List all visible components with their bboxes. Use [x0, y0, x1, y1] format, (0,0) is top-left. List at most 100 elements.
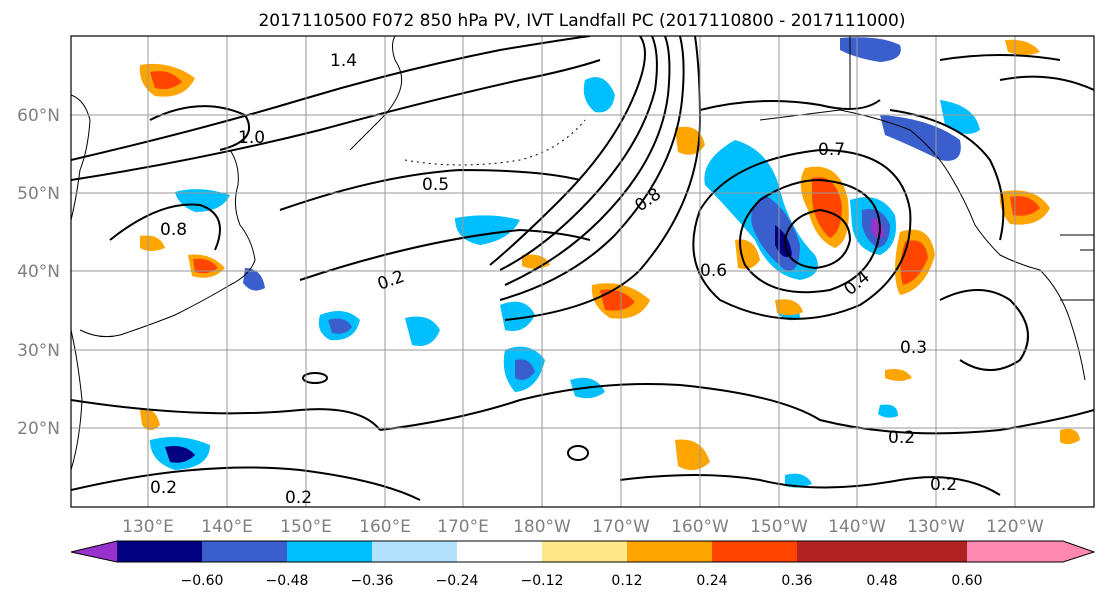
longitude-labels: 130°E 140°E 150°E 160°E 170°E 180°W 170°… — [122, 517, 1044, 537]
colorbar-segment — [627, 541, 712, 562]
contour-label: 0.3 — [900, 338, 927, 358]
contour-line — [739, 178, 882, 294]
lon-label: 120°W — [986, 517, 1044, 537]
lon-label: 130°E — [122, 517, 174, 537]
pv-negative-region — [840, 37, 901, 62]
contour-label: 0.7 — [818, 140, 845, 160]
lon-label: 150°W — [750, 517, 808, 537]
colorbar-tick-labels: −0.60 −0.48 −0.36 −0.24 −0.12 0.12 0.24 … — [181, 573, 983, 589]
colorbar-segment — [797, 541, 882, 562]
pv-negative-core — [165, 446, 195, 463]
lon-label: 140°W — [828, 517, 886, 537]
contour-line — [619, 474, 1001, 496]
contour-line — [504, 36, 702, 321]
pv-positive-region — [775, 299, 803, 316]
contour-label: 0.8 — [160, 220, 187, 240]
pv-negative-region — [243, 268, 265, 291]
lat-label: 40°N — [17, 262, 60, 282]
colorbar-segment — [882, 541, 967, 562]
colorbar: −0.60 −0.48 −0.36 −0.24 −0.12 0.12 0.24 … — [70, 540, 1096, 589]
pv-positive-region — [1060, 428, 1080, 445]
pv-negative-region — [405, 316, 440, 346]
contour-line — [71, 466, 421, 501]
contour-line — [71, 36, 591, 161]
pv-negative-region — [785, 473, 812, 488]
pv-positive-core — [150, 71, 182, 90]
pv-positive-core — [812, 177, 842, 238]
contour-line — [783, 208, 852, 270]
colorbar-tick: −0.48 — [266, 573, 309, 589]
colorbar-tick: −0.36 — [351, 573, 394, 589]
lon-label: 180°W — [513, 517, 571, 537]
colorbar-tick: 0.24 — [696, 573, 727, 589]
pv-positive-core — [193, 258, 218, 274]
colorbar-tick: 0.48 — [866, 573, 897, 589]
colorbar-outline — [70, 540, 1096, 563]
lon-label: 150°E — [280, 517, 332, 537]
contour-line — [939, 54, 1061, 61]
contour-label: 0.2 — [285, 488, 312, 508]
pv-positive-core — [1010, 196, 1040, 216]
pv-positive-region — [140, 409, 160, 430]
pv-negative-region — [500, 301, 535, 331]
lon-label: 160°W — [671, 517, 729, 537]
contour-label: 0.6 — [700, 261, 727, 281]
contour-line — [302, 372, 328, 384]
coastline-asia — [71, 94, 91, 221]
colorbar-extend-high — [1063, 541, 1094, 562]
colorbar-tick: 0.12 — [611, 573, 642, 589]
contour-line — [109, 203, 221, 251]
lon-label: 140°E — [201, 517, 253, 537]
contour-line — [299, 228, 591, 281]
latitude-labels: 60°N 50°N 40°N 30°N 20°N — [17, 106, 60, 439]
contour-line — [999, 75, 1094, 91]
pv-negative-core — [515, 359, 535, 380]
coastline-north-america — [759, 109, 1086, 381]
contour-line — [504, 36, 671, 286]
contour-line — [499, 36, 658, 271]
coastline-aleutians — [404, 119, 586, 166]
colorbar-segment — [287, 541, 372, 562]
colorbar-tick: −0.24 — [436, 573, 479, 589]
coastline-japan — [79, 149, 256, 338]
pv-positive-region — [885, 369, 912, 381]
map-frame — [70, 35, 1095, 508]
colorbar-segment — [117, 541, 202, 562]
contour-line — [71, 399, 381, 431]
pv-negative-region — [878, 404, 898, 418]
contour-line — [699, 99, 881, 111]
contour-line — [692, 148, 912, 320]
pv-negative-core — [871, 218, 884, 238]
pv-positive-core — [600, 289, 635, 311]
contour-label: 0.2 — [150, 478, 177, 498]
map-title: 2017110500 F072 850 hPa PV, IVT Landfall… — [258, 11, 905, 31]
contour-line — [567, 445, 589, 461]
contour-label: 1.0 — [238, 128, 265, 148]
border-lines — [1060, 234, 1094, 301]
coastline-kamchatka — [349, 36, 403, 151]
colorbar-segment — [202, 541, 287, 562]
contour-line — [379, 383, 1094, 435]
pv-negative-region — [583, 77, 615, 113]
pv-negative-region — [940, 100, 980, 134]
colorbar-segment — [967, 541, 1063, 562]
lat-label: 50°N — [17, 184, 60, 204]
lon-label: 160°E — [359, 517, 411, 537]
lon-label: 170°W — [592, 517, 650, 537]
contour-line — [889, 109, 1005, 241]
colorbar-segment — [542, 541, 627, 562]
colorbar-extend-low — [71, 541, 117, 562]
gridlines — [71, 36, 1094, 507]
contour-label: 0.2 — [930, 475, 957, 495]
lon-label: 130°W — [907, 517, 965, 537]
pv-positive-region — [675, 439, 710, 471]
contour-label: 0.5 — [422, 175, 449, 195]
colorbar-tick: 0.60 — [951, 573, 982, 589]
lat-label: 20°N — [17, 419, 60, 439]
lat-label: 30°N — [17, 341, 60, 361]
contour-line — [489, 36, 646, 266]
colorbar-segment — [372, 541, 457, 562]
contour-label: 1.4 — [330, 51, 357, 71]
ivt-contours — [71, 36, 1094, 501]
